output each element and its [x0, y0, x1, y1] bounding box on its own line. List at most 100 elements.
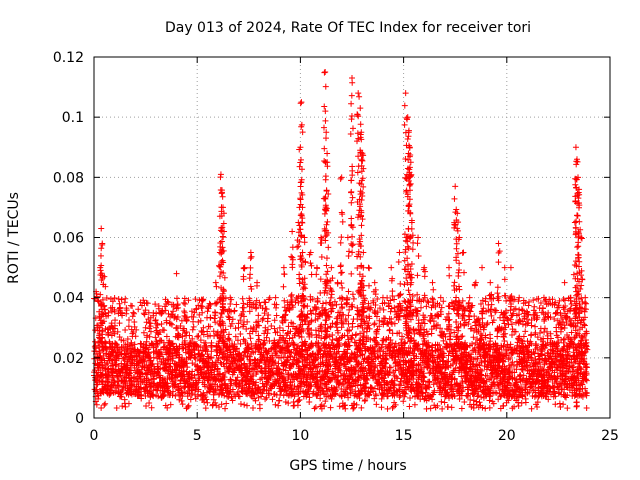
data-point — [445, 378, 452, 385]
data-point — [546, 364, 553, 371]
data-point — [227, 323, 234, 330]
data-point — [391, 296, 398, 303]
chart-title: Day 013 of 2024, Rate Of TEC Index for r… — [165, 20, 531, 36]
data-point — [386, 326, 393, 333]
data-point — [262, 361, 269, 368]
data-point — [416, 372, 423, 379]
data-point — [212, 399, 219, 406]
data-point — [348, 335, 355, 342]
data-point — [523, 375, 530, 382]
data-point — [429, 365, 436, 372]
data-point — [246, 295, 253, 302]
data-point — [483, 321, 490, 328]
data-point — [538, 373, 545, 380]
data-point — [146, 319, 153, 326]
data-point — [482, 405, 489, 412]
data-point — [572, 358, 579, 365]
data-point — [226, 366, 233, 373]
data-point — [560, 296, 567, 303]
data-point — [173, 295, 180, 302]
data-point — [128, 352, 135, 359]
data-point — [468, 403, 475, 410]
data-point — [418, 319, 425, 326]
data-point — [386, 370, 393, 377]
data-point — [161, 379, 168, 386]
data-point — [113, 404, 120, 411]
data-point — [405, 349, 412, 356]
data-point — [119, 365, 126, 372]
data-point — [486, 352, 493, 359]
data-point — [535, 366, 542, 373]
data-point — [569, 368, 576, 375]
data-point — [131, 356, 138, 363]
data-point — [338, 356, 345, 363]
data-point — [451, 329, 458, 336]
data-point — [195, 332, 202, 339]
data-point — [336, 392, 343, 399]
data-point — [324, 348, 331, 355]
data-point — [242, 364, 249, 371]
data-point — [508, 361, 515, 368]
data-point — [142, 345, 149, 352]
data-point — [233, 346, 240, 353]
data-point — [197, 317, 204, 324]
data-point — [473, 376, 480, 383]
data-point — [342, 391, 349, 398]
data-point — [351, 400, 358, 407]
data-point — [583, 392, 590, 399]
data-point — [547, 353, 554, 360]
data-point — [454, 342, 461, 349]
data-point — [309, 350, 316, 357]
data-point — [156, 338, 163, 345]
data-point — [468, 366, 475, 373]
data-point — [297, 370, 304, 377]
data-point — [543, 370, 550, 377]
data-point — [332, 363, 339, 370]
data-point — [306, 360, 313, 367]
data-point — [240, 361, 247, 368]
data-point — [509, 375, 516, 382]
data-point — [228, 341, 235, 348]
data-point — [277, 332, 284, 339]
data-point — [579, 298, 586, 305]
data-point — [238, 312, 245, 319]
data-point — [179, 333, 186, 340]
data-point — [503, 399, 510, 406]
data-point — [116, 300, 123, 307]
data-point — [396, 381, 403, 388]
data-point — [139, 379, 146, 386]
data-point — [188, 346, 195, 353]
data-point — [218, 401, 225, 408]
data-point — [121, 396, 128, 403]
data-point — [476, 399, 483, 406]
data-point — [561, 336, 568, 343]
data-point — [101, 401, 108, 408]
data-point — [418, 369, 425, 376]
data-point — [517, 347, 524, 354]
data-point — [372, 373, 379, 380]
data-point — [410, 376, 417, 383]
data-point — [376, 305, 383, 312]
data-point — [163, 333, 170, 340]
data-point — [151, 384, 158, 391]
data-point — [513, 397, 520, 404]
data-point — [327, 362, 334, 369]
data-point — [387, 384, 394, 391]
data-point — [514, 384, 521, 391]
data-point — [167, 356, 174, 363]
data-point — [337, 367, 344, 374]
data-point — [313, 392, 320, 399]
data-point — [215, 391, 222, 398]
data-point — [332, 387, 339, 394]
data-point — [566, 380, 573, 387]
data-point — [187, 396, 194, 403]
data-point — [480, 387, 487, 394]
data-point — [199, 309, 206, 316]
data-point — [407, 394, 414, 401]
data-point — [339, 296, 346, 303]
data-point — [275, 402, 282, 409]
data-point — [581, 321, 588, 328]
data-point — [271, 317, 278, 324]
data-point — [322, 398, 329, 405]
data-point — [417, 388, 424, 395]
